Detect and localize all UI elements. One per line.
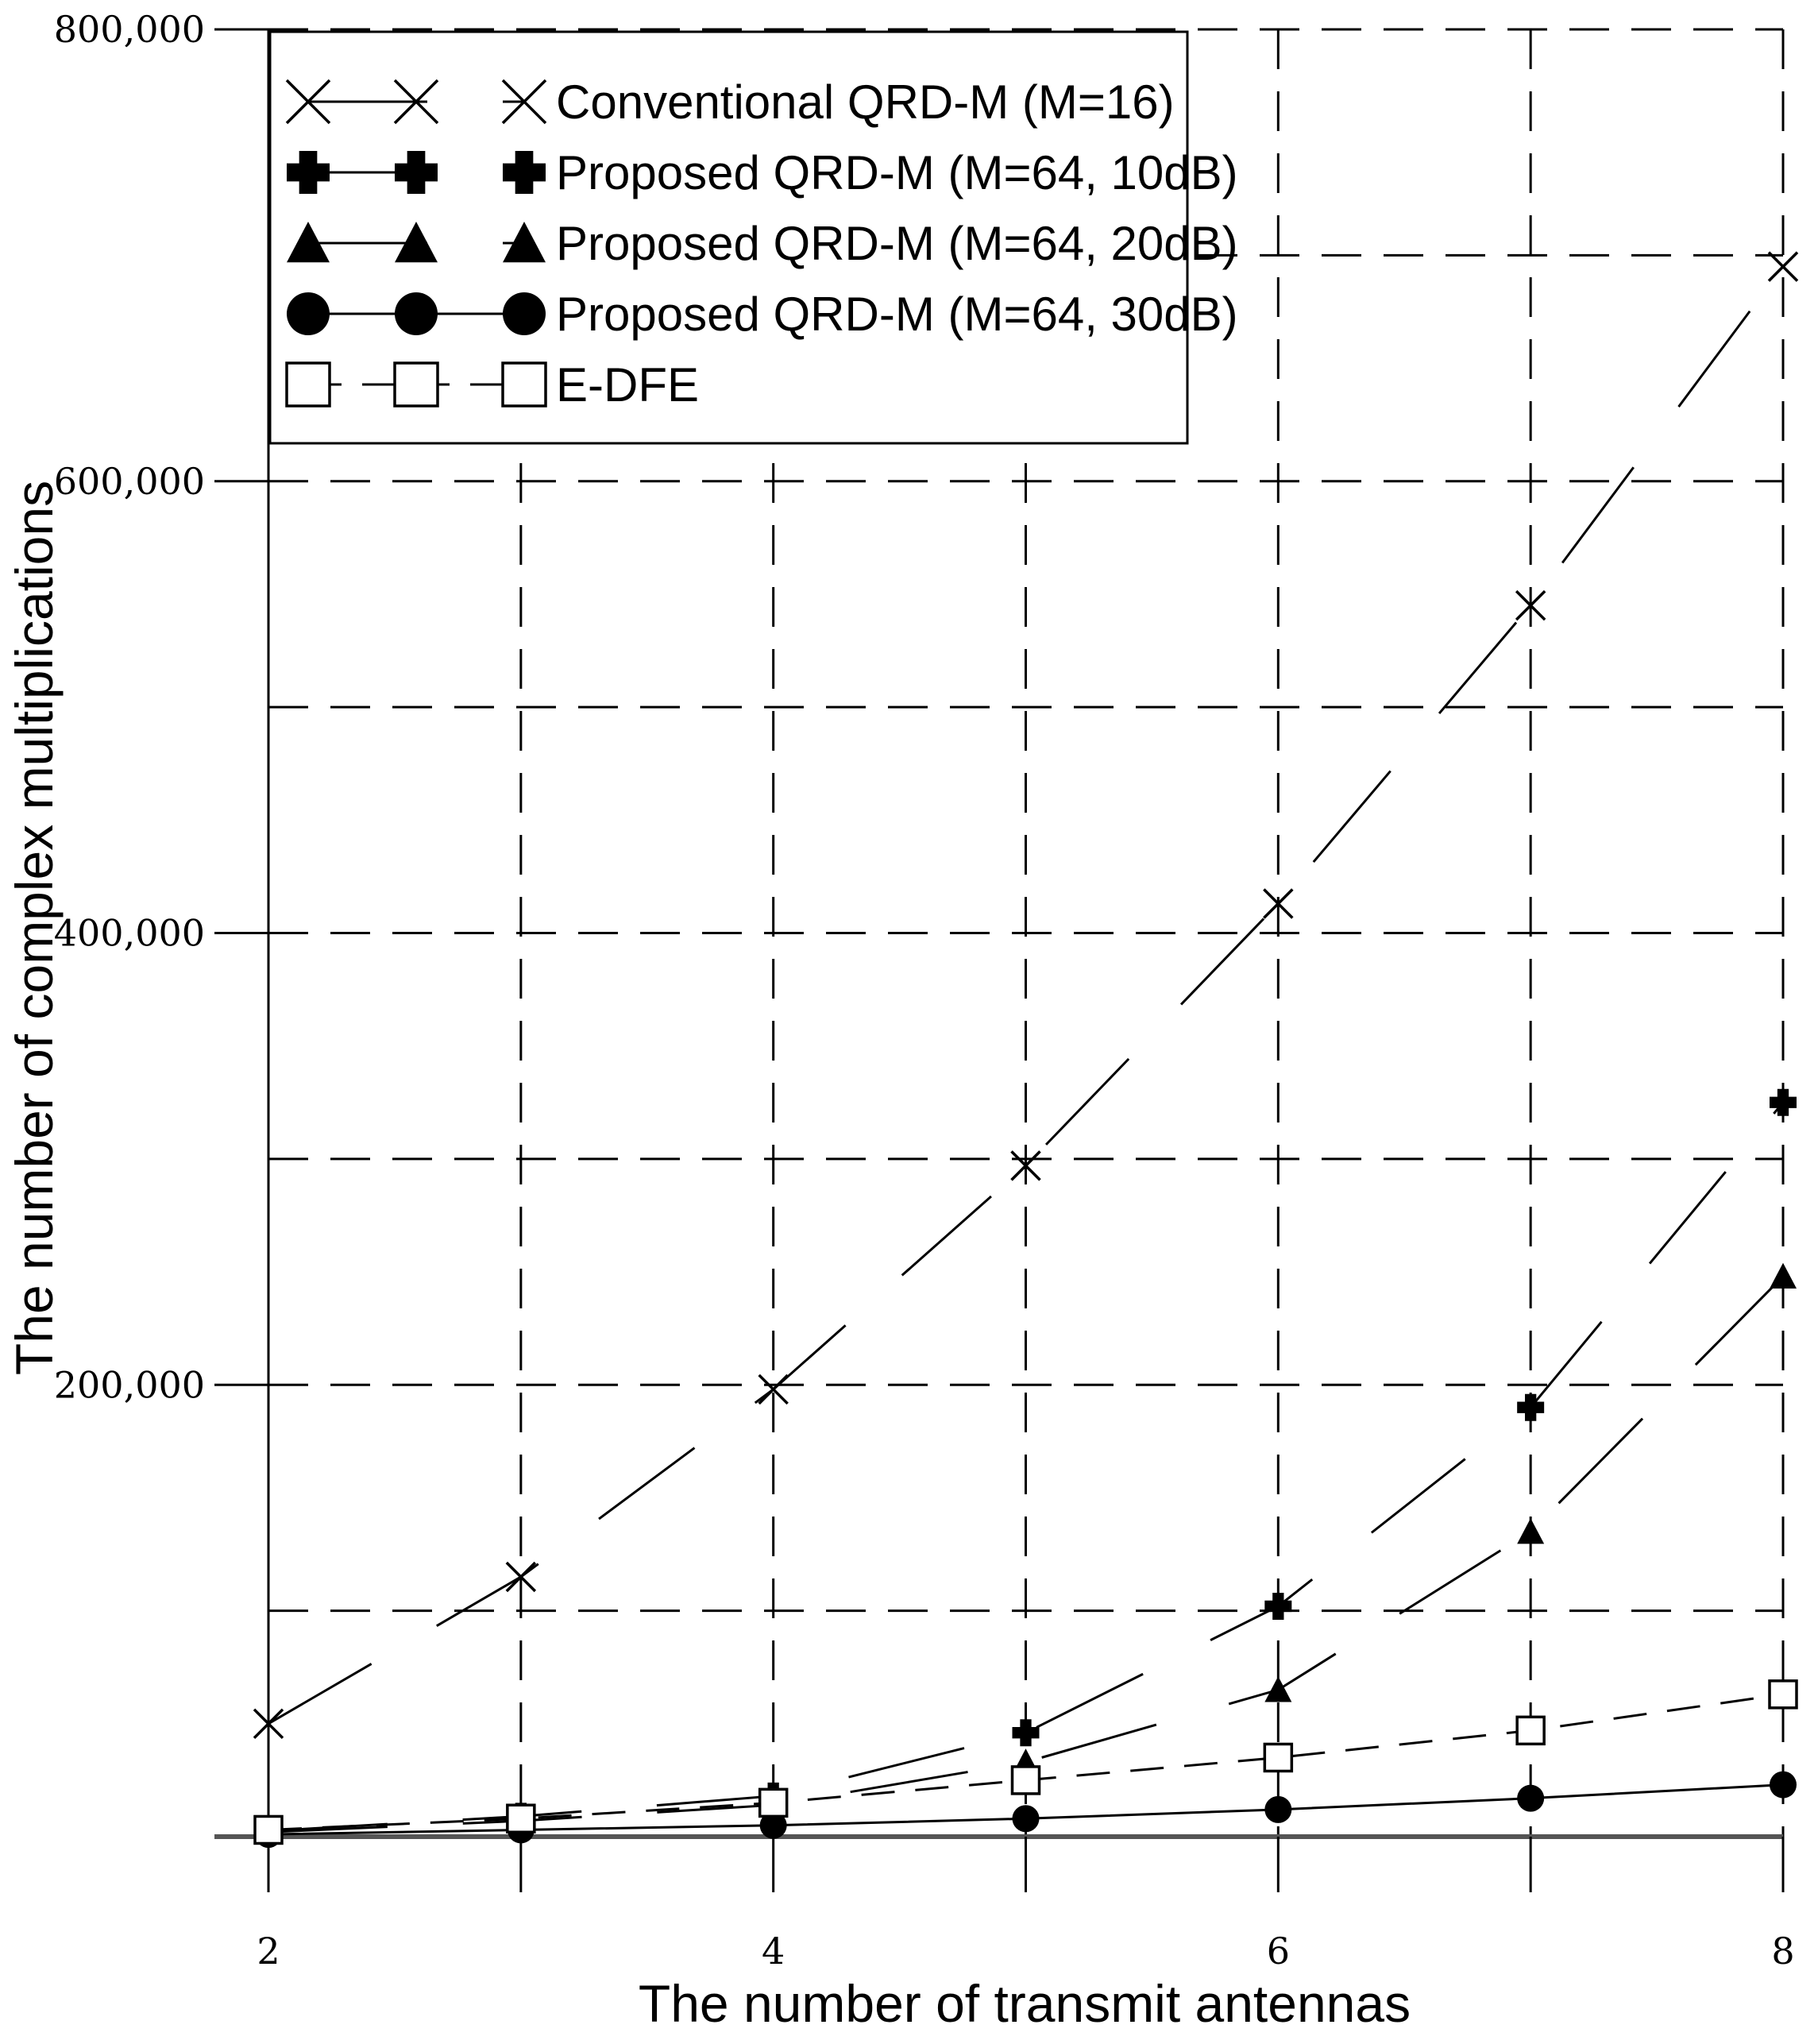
square-marker [501,361,547,408]
plus-marker [1264,1592,1292,1620]
data-point [1767,251,1799,282]
x-marker-stroke [1515,589,1546,621]
data-point [1010,1150,1041,1181]
x-marker-stroke [501,79,547,125]
data-point [1264,1795,1292,1823]
square-marker [506,1803,536,1833]
triangle-marker [287,222,330,263]
square-marker [1515,1715,1546,1746]
data-point [758,1787,789,1818]
y-tick-label: 400,000 [54,912,205,955]
data-point [1768,1679,1798,1710]
series-layer [253,251,1799,1849]
legend-entries: Conventional QRD-M (M=16) Proposed QRD-M … [285,75,1238,412]
data-point [1517,1393,1545,1421]
legend-label: Conventional QRD-M (M=16) [556,75,1175,129]
data-point [506,1803,536,1833]
legend: Conventional QRD-M (M=16) Proposed QRD-M … [268,30,1238,445]
circle-marker [759,1811,787,1839]
x-marker-stroke [1767,251,1799,282]
square-marker [253,1814,284,1845]
x-marker-stroke [1010,1150,1041,1181]
data-point [1012,1805,1040,1833]
legend-entry: Conventional QRD-M (M=16) [285,75,1175,129]
x-tick-label: 8 [1771,1930,1794,1973]
legend-entry: Proposed QRD-M (M=64, 10dB) [287,146,1238,199]
y-tick-label: 600,000 [54,460,205,503]
square-marker [285,361,331,408]
square-marker [1263,1742,1294,1773]
plus-marker [1012,1719,1040,1747]
data-point [1010,1765,1041,1795]
data-point [1517,1784,1545,1812]
square-marker [1768,1679,1798,1710]
circle-marker [287,292,330,335]
x-marker-stroke [1263,888,1294,919]
legend-label: Proposed QRD-M (M=64, 10dB) [556,146,1238,199]
data-point [1770,1262,1797,1289]
data-point [505,1561,537,1593]
data-point [1012,1719,1040,1747]
legend-label: E-DFE [556,358,699,412]
data-point [1263,1742,1294,1773]
plus-marker [1770,1088,1797,1116]
triangle-marker [503,222,546,263]
legend-entry: Proposed QRD-M (M=64, 20dB) [287,217,1238,270]
circle-marker [1012,1805,1040,1833]
plus-marker [1517,1393,1545,1421]
circle-marker [1264,1795,1292,1823]
y-tick-label: 800,000 [54,8,205,51]
data-point [759,1811,787,1839]
x-marker-stroke [758,1374,789,1405]
square-marker [758,1787,789,1818]
y-tick-label: 200,000 [54,1363,205,1406]
y-axis-label: The number of complex multiplications [5,481,64,1375]
plus-marker [287,151,330,194]
plus-marker [395,151,438,194]
triangle-marker [1264,1676,1292,1702]
plus-marker [503,151,546,194]
series [253,1679,1798,1845]
x-marker-stroke [253,1708,284,1740]
circle-marker [503,292,546,335]
data-point [1515,1715,1546,1746]
x-marker-stroke [285,79,331,125]
data-point [1770,1771,1797,1799]
circle-marker [1770,1771,1797,1799]
x-tick-label: 6 [1267,1930,1290,1973]
x-tick-label: 4 [762,1930,785,1973]
triangle-marker [1517,1518,1545,1544]
legend-entry: E-DFE [285,358,699,412]
data-point [1515,589,1546,621]
x-marker-stroke [505,1561,537,1593]
axes [214,28,1785,1892]
tick-labels: 2 4 6 8 200,000 400,000 600,000 800,000 [54,8,1795,1973]
series [253,251,1799,1740]
x-tick-label: 2 [257,1930,280,1973]
legend-label: Proposed QRD-M (M=64, 30dB) [556,288,1238,341]
circle-marker [1517,1784,1545,1812]
data-point [758,1374,789,1405]
legend-entry: Proposed QRD-M (M=64, 30dB) [287,288,1238,341]
data-point [1263,888,1294,919]
data-point [253,1814,284,1845]
legend-label: Proposed QRD-M (M=64, 20dB) [556,217,1238,270]
data-point [253,1708,284,1740]
triangle-marker [1770,1262,1797,1289]
data-point [1770,1088,1797,1116]
circle-marker [395,292,438,335]
square-marker [1010,1765,1041,1795]
data-point [1264,1676,1292,1702]
x-marker-stroke [393,79,439,125]
triangle-marker [395,222,438,263]
data-point [1517,1518,1545,1544]
data-point [1264,1592,1292,1620]
square-marker [393,361,439,408]
x-axis-label: The number of transmit antennas [639,1974,1411,2033]
